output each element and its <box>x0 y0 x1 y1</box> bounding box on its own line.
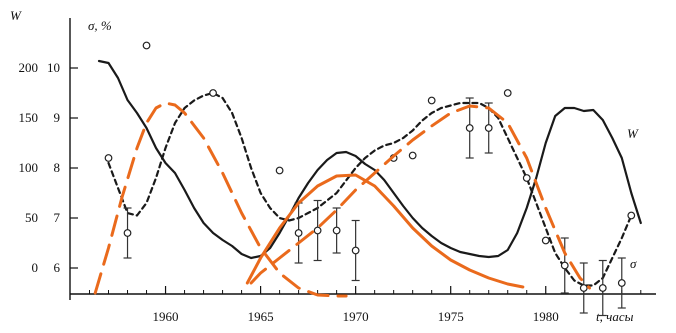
data-point <box>484 124 493 132</box>
y-left-tick-label: 150 <box>19 110 39 125</box>
data-point <box>294 229 303 237</box>
data-point <box>142 41 151 50</box>
series-- <box>107 91 633 287</box>
y-right-tick-label: 6 <box>54 260 61 275</box>
data-point <box>617 279 626 287</box>
data-point <box>123 229 132 237</box>
series-orange-solid <box>245 173 525 289</box>
data-point <box>541 236 550 245</box>
x-tick-label: 1970 <box>343 309 369 324</box>
y-right-tick-label: 7 <box>54 210 61 225</box>
data-point <box>522 174 531 182</box>
data-point <box>465 124 474 132</box>
series-orange-dashed-2 <box>249 104 591 290</box>
x-tick-label: 1980 <box>533 309 559 324</box>
y-right-tick-label: 8 <box>54 160 61 175</box>
x-tick-label: 1965 <box>248 309 274 324</box>
x-axis-label: t, часы <box>596 309 634 324</box>
y-left-tick-label: 50 <box>25 210 38 225</box>
data-point <box>408 151 417 160</box>
x-tick-label: 1975 <box>438 309 464 324</box>
x-tick-label: 1960 <box>153 309 179 324</box>
data-point <box>427 96 436 105</box>
labels: 0 50 100 150 200 6 7 8 9 10 1960 1965 1970 1975 1980 Wσ… <box>10 8 639 324</box>
data-point <box>332 226 341 235</box>
y-right-tick-label: 9 <box>54 110 61 125</box>
data-point <box>275 166 284 175</box>
data-point <box>104 154 113 162</box>
data-point <box>209 89 217 97</box>
axes <box>69 18 656 300</box>
y-left-tick-label: 0 <box>32 260 39 275</box>
data-point <box>351 246 360 255</box>
series-w <box>97 59 642 260</box>
series-label-w: W <box>627 126 639 141</box>
y-left-tick-label: 200 <box>19 60 39 75</box>
series-orange-dashed-1 <box>93 101 348 298</box>
data-point <box>579 284 588 292</box>
data-point <box>313 226 322 235</box>
data-point <box>598 284 607 292</box>
y-left-tick-label: 100 <box>19 160 39 175</box>
y-left-axis-label: W <box>10 8 22 23</box>
data-point <box>627 211 636 220</box>
y-right-tick-label: 10 <box>47 60 60 75</box>
data-point <box>560 261 569 270</box>
data-point <box>503 89 512 97</box>
plot-area <box>93 41 642 317</box>
y-right-axis-label: σ, % <box>88 18 112 33</box>
series-label-sigma: σ <box>630 256 637 271</box>
